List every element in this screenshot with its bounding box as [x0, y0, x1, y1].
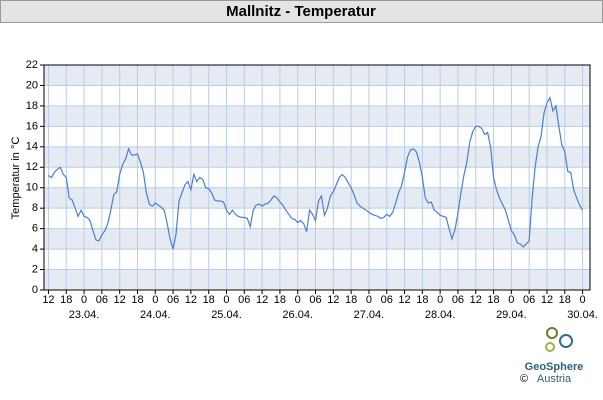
y-tick-label: 22 [26, 59, 38, 71]
x-tick-label: 0 [580, 294, 586, 306]
y-tick-label: 12 [26, 161, 38, 173]
logo-icon [559, 334, 573, 348]
y-tick-label: 2 [32, 263, 38, 275]
y-axis-label: Temperatur in °C [10, 137, 22, 220]
date-label: 25.04. [211, 309, 242, 321]
x-tick-label: 18 [559, 294, 571, 306]
y-tick-label: 0 [32, 284, 38, 296]
date-label: 29.04. [496, 309, 527, 321]
x-tick-label: 0 [223, 294, 229, 306]
x-tick-label: 18 [487, 294, 499, 306]
x-tick-label: 12 [256, 294, 268, 306]
temperature-line [48, 96, 584, 250]
chart-title: Mallnitz - Temperatur [226, 3, 376, 20]
grid-band [44, 228, 590, 250]
x-tick-label: 0 [81, 294, 87, 306]
x-tick-label: 12 [470, 294, 482, 306]
date-label: 27.04. [354, 309, 385, 321]
grid-band [44, 269, 590, 290]
y-tick-label: 10 [26, 182, 38, 194]
y-tick-label: 14 [26, 141, 38, 153]
grid-band [44, 65, 590, 86]
x-tick-label: 06 [381, 294, 393, 306]
x-tick-label: 12 [327, 294, 339, 306]
plot-background [44, 65, 590, 290]
x-tick-label: 18 [131, 294, 143, 306]
x-tick-label: 06 [523, 294, 535, 306]
x-tick-label: 12 [185, 294, 197, 306]
x-tick-label: 0 [437, 294, 443, 306]
x-tick-label: 0 [152, 294, 158, 306]
x-tick-label: 0 [366, 294, 372, 306]
plot-area: 12 18 0 06 12 18 0 06 12 18 0 06 12 18 0 06 12 18 0 06 12 18 0… [26, 59, 598, 321]
plot-frame [43, 64, 591, 291]
x-tick-label: 12 [42, 294, 54, 306]
x-tick-label: 12 [398, 294, 410, 306]
logo-name: GeoSphere [525, 361, 584, 373]
x-tick-label: 06 [309, 294, 321, 306]
date-label: 23.04. [69, 309, 100, 321]
x-tick-label: 18 [203, 294, 215, 306]
date-label: 26.04. [282, 309, 313, 321]
x-tick-label: 06 [96, 294, 108, 306]
x-tick-label: 12 [541, 294, 553, 306]
x-tick-label: 18 [416, 294, 428, 306]
x-tick-label: 18 [274, 294, 286, 306]
x-tick-label: 18 [60, 294, 72, 306]
x-tick-label: 12 [114, 294, 126, 306]
x-tick-label: 06 [167, 294, 179, 306]
logo-sub: Austria [537, 373, 572, 385]
x-tick-label: 18 [345, 294, 357, 306]
grid-band [44, 105, 590, 127]
logo: GeoSphere Austria © [520, 327, 584, 385]
logo-icon [546, 327, 558, 339]
x-tick-label: 0 [508, 294, 514, 306]
y-tick-label: 4 [32, 243, 38, 255]
y-tick-label: 18 [26, 100, 38, 112]
logo-icon [545, 342, 555, 352]
y-tick-label: 6 [32, 223, 38, 235]
y-tick-label: 8 [32, 202, 38, 214]
x-tick-label: 06 [452, 294, 464, 306]
date-label: 30.04. [567, 309, 598, 321]
copyright: © [520, 373, 528, 385]
x-tick-label: 06 [238, 294, 250, 306]
y-tick-label: 16 [26, 120, 38, 132]
grid-band [44, 146, 590, 168]
y-tick-label: 20 [26, 79, 38, 91]
x-tick-label: 0 [295, 294, 301, 306]
date-label: 28.04. [425, 309, 456, 321]
date-label: 24.04. [140, 309, 171, 321]
grid-band [44, 187, 590, 209]
